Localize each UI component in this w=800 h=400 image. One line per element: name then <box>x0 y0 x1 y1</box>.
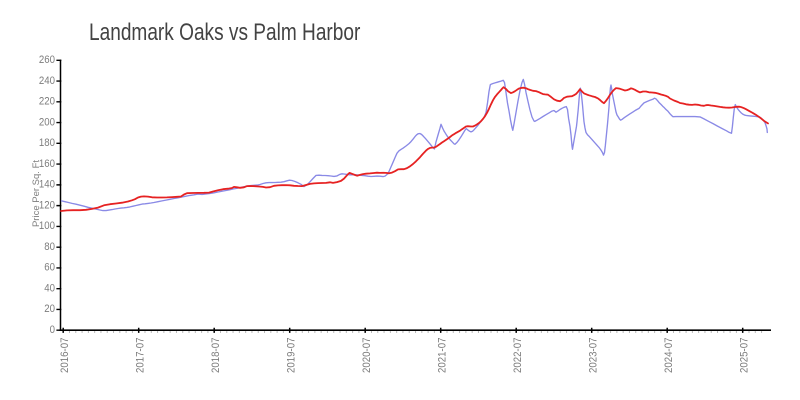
svg-text:2022-07: 2022-07 <box>513 337 525 373</box>
svg-text:2018-07: 2018-07 <box>211 337 223 373</box>
svg-text:80: 80 <box>44 240 55 253</box>
svg-text:2025-07: 2025-07 <box>739 337 751 373</box>
svg-text:2017-07: 2017-07 <box>135 337 147 373</box>
svg-text:20: 20 <box>44 302 55 315</box>
svg-text:2020-07: 2020-07 <box>362 337 374 373</box>
svg-text:200: 200 <box>39 116 55 129</box>
svg-text:2023-07: 2023-07 <box>588 337 600 373</box>
svg-text:260: 260 <box>39 53 55 66</box>
svg-text:Landmark Oaks vs Palm Harbor: Landmark Oaks vs Palm Harbor <box>89 18 360 46</box>
svg-text:2024-07: 2024-07 <box>664 337 676 373</box>
svg-text:240: 240 <box>39 74 55 87</box>
svg-text:120: 120 <box>39 199 55 212</box>
svg-text:2016-07: 2016-07 <box>60 337 72 373</box>
svg-text:2021-07: 2021-07 <box>437 337 449 373</box>
svg-text:60: 60 <box>44 261 55 274</box>
svg-text:0: 0 <box>50 323 55 336</box>
svg-text:220: 220 <box>39 95 55 108</box>
svg-text:100: 100 <box>39 219 55 232</box>
svg-text:180: 180 <box>39 136 55 149</box>
svg-text:40: 40 <box>44 282 55 295</box>
svg-text:Price Per Sq. Ft: Price Per Sq. Ft <box>31 160 42 227</box>
svg-text:140: 140 <box>39 178 55 191</box>
svg-text:2019-07: 2019-07 <box>286 337 298 373</box>
svg-text:160: 160 <box>39 157 55 170</box>
